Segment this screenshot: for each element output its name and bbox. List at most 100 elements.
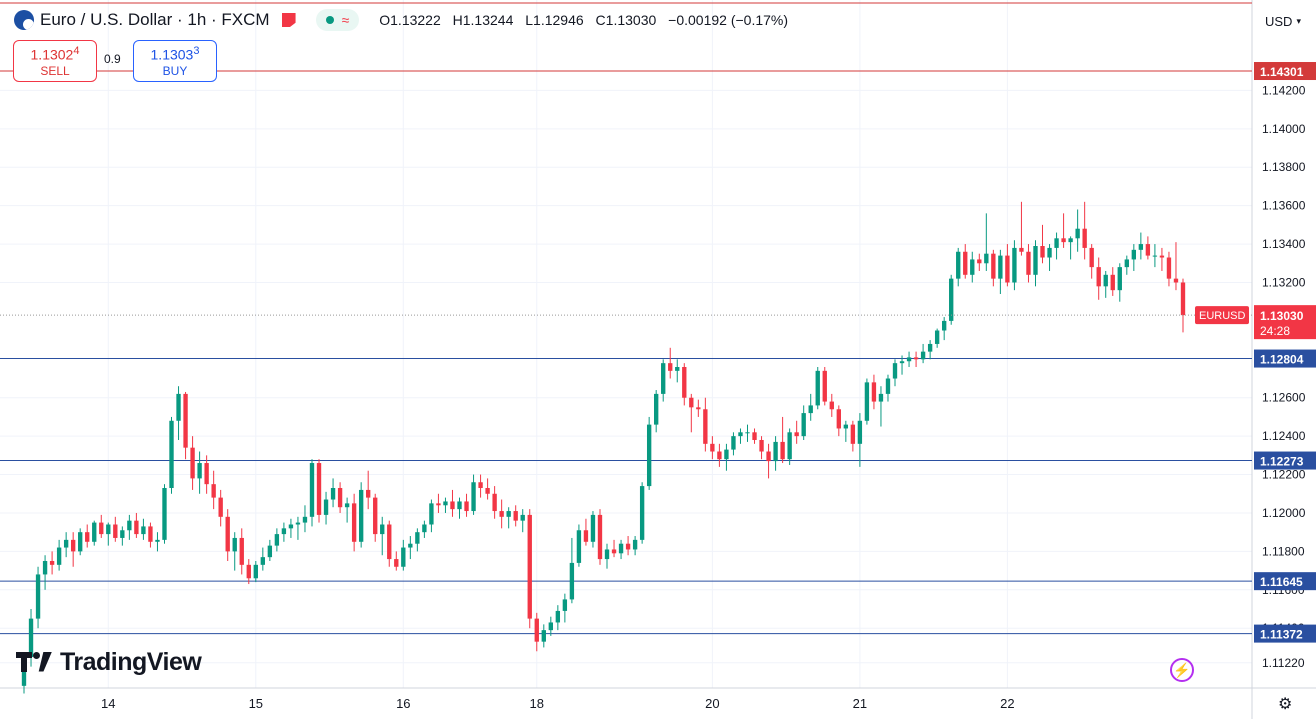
candle-body [316,463,322,515]
y-tick-label: 1.12000 [1262,506,1306,520]
candle-body [28,618,34,658]
candle-body [197,463,202,479]
candle-body [562,599,568,611]
currency-label: USD [1265,13,1293,29]
level-label: 1.11372 [1260,628,1303,642]
candle-body [920,351,926,360]
y-tick-label: 1.12200 [1262,468,1306,482]
candle-body [675,367,680,371]
candle-body [394,559,399,567]
candle-body [1019,247,1024,252]
open-value: O1.13222 [379,12,441,28]
y-tick-label: 1.12400 [1262,429,1306,443]
waves-icon: ≈ [341,12,350,28]
candle-body [1033,245,1038,275]
candle-body [899,361,905,364]
level-tag [1254,624,1316,643]
candle-body [358,489,364,542]
candle-body [710,443,715,452]
candle-body [513,511,518,521]
candle-body [787,432,792,460]
candle-body [380,524,385,535]
candle-body [927,343,933,352]
y-tick-label: 1.14000 [1262,122,1306,136]
level-tag [1254,349,1316,368]
candle-body [752,432,757,440]
settings-gear-icon[interactable]: ⚙ [1278,696,1293,713]
currency-selector[interactable]: USD ▾ [1258,10,1308,32]
buy-price: 1.13033 [150,45,200,63]
candle-body [1145,244,1151,256]
candle-body [850,424,856,444]
candle-body [225,516,230,552]
level-label: 1.12804 [1260,353,1304,367]
symbol-tag-label: EURUSD [1199,310,1246,322]
sell-button[interactable]: 1.13024 SELL [13,40,97,82]
candle-body [162,488,167,540]
candle-body [1068,238,1073,243]
candle-body [260,557,266,565]
market-status-pill[interactable]: ≈ [315,9,360,31]
candle-body [1117,267,1122,291]
candle-body [485,488,490,494]
candle-body [141,526,146,535]
candle-body [506,511,511,517]
candle-body [646,424,652,487]
candle-body [689,397,694,408]
candle-body [499,511,504,517]
candle-body [492,493,497,512]
candle-body [934,330,940,344]
candle-body [991,253,996,279]
top-level-tag [1254,62,1316,81]
candle-body [176,393,181,421]
candle-body [1124,259,1129,268]
candle-body [941,320,947,331]
candle-body [766,451,771,462]
candle-body [471,482,476,512]
candle-body [696,407,701,410]
lightning-icon[interactable]: ⚡ [1170,658,1194,682]
candle-body [78,532,83,552]
candle-body [134,520,139,535]
candle-body [661,363,666,394]
level-label: 1.11645 [1260,575,1303,589]
symbol-title[interactable]: Euro / U.S. Dollar · 1h · FXCM [40,10,270,29]
candle-body [632,539,638,550]
x-tick-label: 14 [101,696,115,711]
market-open-dot-icon [325,16,334,24]
buy-button[interactable]: 1.13033 BUY [133,40,217,82]
candle-body [1103,274,1108,287]
candle-body [885,378,891,394]
candle-body [654,393,659,425]
candle-body [963,251,968,275]
candle-body [590,514,596,542]
candle-body [1180,282,1186,316]
candle-body [738,432,743,437]
candle-body [387,524,392,560]
high-value: H1.13244 [452,12,514,28]
tradingview-logo[interactable]: TradingView [16,648,202,677]
candle-body [274,534,280,546]
candle-body [597,514,603,560]
candle-body [148,526,153,542]
candle-body [330,488,336,500]
candle-body [429,503,434,525]
candle-body [183,393,188,448]
candle-body [724,449,729,460]
candle-body [85,532,90,542]
candle-body [120,530,125,538]
candle-body [127,520,132,531]
level-tag [1254,572,1316,591]
candle-body [443,501,448,506]
candle-body [1054,238,1059,248]
candle-body [794,432,799,437]
candle-body [864,382,870,421]
alert-flag-icon[interactable] [281,13,296,27]
candle-body [836,409,841,429]
candle-body [703,409,708,444]
candle-body [731,436,736,450]
close-value: C1.13030 [595,12,657,28]
tradingview-logo-text: TradingView [60,648,202,676]
candle-body [63,539,69,548]
